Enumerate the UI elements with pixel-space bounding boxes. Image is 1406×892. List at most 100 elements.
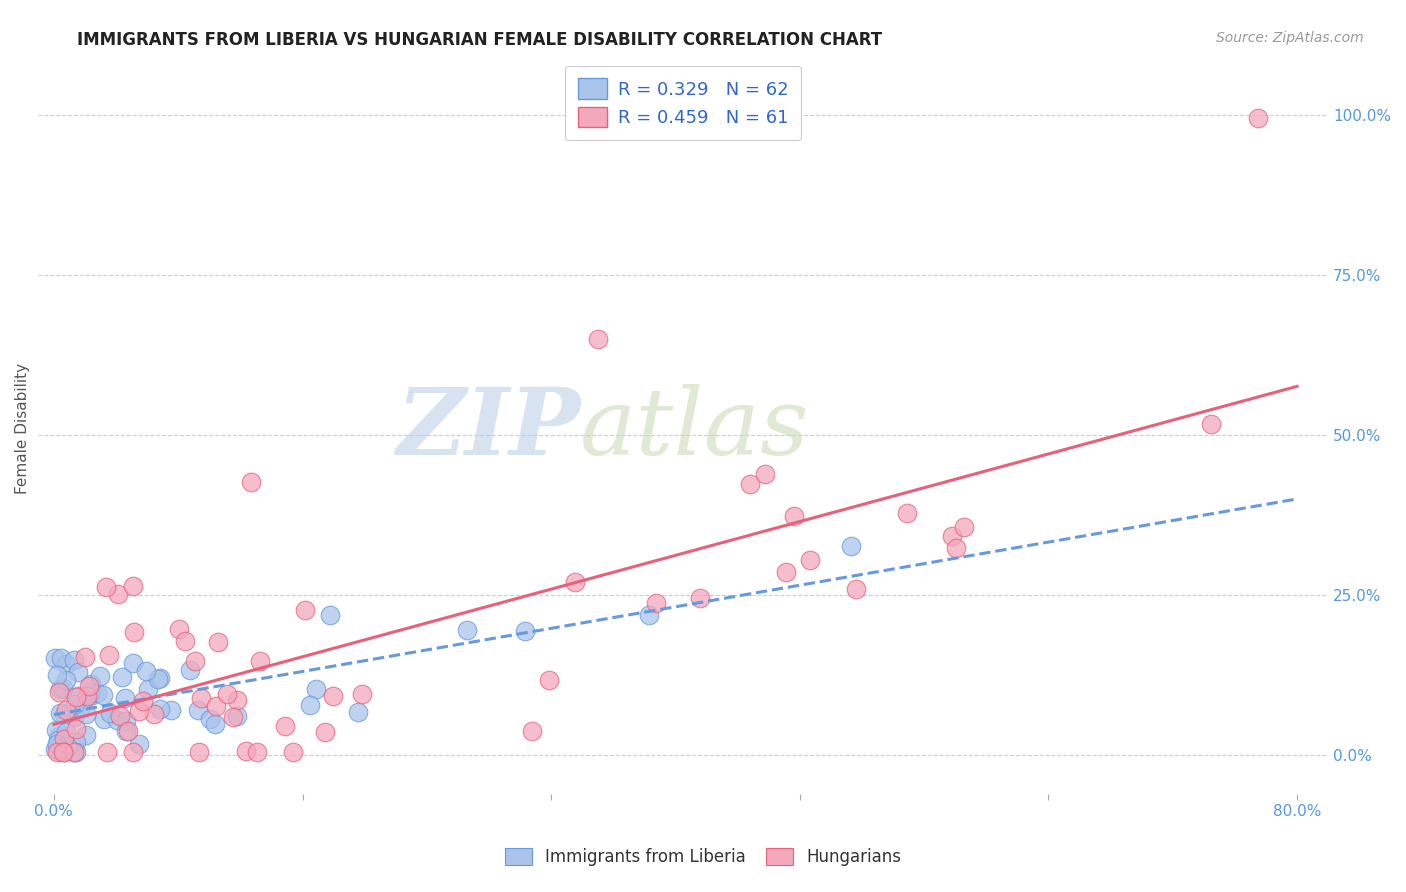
Point xyxy=(294,602,316,616)
Point xyxy=(86,686,108,700)
Point xyxy=(322,689,344,703)
Point xyxy=(79,679,101,693)
Point xyxy=(205,698,228,713)
Point xyxy=(128,704,150,718)
Point xyxy=(198,712,221,726)
Point xyxy=(132,694,155,708)
Point xyxy=(246,745,269,759)
Legend: Immigrants from Liberia, Hungarians: Immigrants from Liberia, Hungarians xyxy=(499,841,907,873)
Point xyxy=(46,733,69,747)
Point xyxy=(319,607,342,622)
Point xyxy=(122,745,145,759)
Point xyxy=(226,692,249,706)
Point xyxy=(273,719,295,733)
Point xyxy=(190,691,212,706)
Point xyxy=(226,709,249,723)
Point xyxy=(522,724,544,739)
Point xyxy=(48,685,70,699)
Point xyxy=(783,508,806,523)
Point xyxy=(952,520,974,534)
Point xyxy=(122,656,145,670)
Point xyxy=(75,650,97,665)
Point xyxy=(207,635,229,649)
Point xyxy=(117,723,139,738)
Point xyxy=(637,607,659,622)
Point xyxy=(63,709,86,723)
Point xyxy=(160,703,183,717)
Point xyxy=(55,724,77,739)
Point xyxy=(55,703,77,717)
Point xyxy=(44,650,66,665)
Point xyxy=(96,745,118,759)
Point xyxy=(75,728,97,742)
Point xyxy=(215,687,238,701)
Point xyxy=(53,745,76,759)
Point xyxy=(841,539,863,553)
Point xyxy=(689,591,711,605)
Point xyxy=(122,624,145,639)
Point xyxy=(299,698,322,712)
Point xyxy=(149,701,172,715)
Point xyxy=(146,673,169,687)
Point xyxy=(128,737,150,751)
Point xyxy=(58,740,80,755)
Point xyxy=(107,587,129,601)
Point xyxy=(149,671,172,685)
Point xyxy=(564,574,586,589)
Point xyxy=(98,648,121,662)
Point xyxy=(314,724,336,739)
Point xyxy=(45,737,67,751)
Point xyxy=(52,731,75,746)
Point xyxy=(115,714,138,728)
Point xyxy=(93,712,115,726)
Point xyxy=(456,624,478,638)
Point xyxy=(136,681,159,696)
Point xyxy=(799,553,821,567)
Point xyxy=(93,689,115,703)
Point xyxy=(105,714,128,728)
Text: Source: ZipAtlas.com: Source: ZipAtlas.com xyxy=(1216,31,1364,45)
Point xyxy=(204,717,226,731)
Point xyxy=(1247,112,1270,126)
Point xyxy=(98,706,121,720)
Point xyxy=(174,634,197,648)
Point xyxy=(94,580,117,594)
Point xyxy=(235,744,257,758)
Point xyxy=(222,710,245,724)
Point xyxy=(586,332,609,346)
Point xyxy=(55,657,77,671)
Point xyxy=(53,706,76,721)
Point xyxy=(51,651,73,665)
Point xyxy=(281,745,304,759)
Point xyxy=(114,691,136,706)
Point xyxy=(45,723,67,738)
Point xyxy=(48,744,70,758)
Text: IMMIGRANTS FROM LIBERIA VS HUNGARIAN FEMALE DISABILITY CORRELATION CHART: IMMIGRANTS FROM LIBERIA VS HUNGARIAN FEM… xyxy=(77,31,883,49)
Point xyxy=(135,664,157,678)
Point xyxy=(67,665,90,680)
Point xyxy=(115,723,138,738)
Point xyxy=(108,709,131,723)
Point xyxy=(754,467,776,482)
Legend: R = 0.329   N = 62, R = 0.459   N = 61: R = 0.329 N = 62, R = 0.459 N = 61 xyxy=(565,66,801,140)
Point xyxy=(44,741,66,756)
Point xyxy=(52,681,75,696)
Point xyxy=(350,687,373,701)
Point xyxy=(89,669,111,683)
Point xyxy=(52,745,75,759)
Point xyxy=(65,735,87,749)
Point xyxy=(188,745,211,759)
Point xyxy=(187,703,209,717)
Point xyxy=(249,654,271,668)
Text: atlas: atlas xyxy=(581,384,810,474)
Point xyxy=(76,689,98,703)
Point xyxy=(515,624,537,638)
Point xyxy=(122,579,145,593)
Y-axis label: Female Disability: Female Disability xyxy=(15,363,30,494)
Point xyxy=(347,705,370,719)
Point xyxy=(46,745,69,759)
Point xyxy=(66,690,89,704)
Point xyxy=(48,706,70,721)
Point xyxy=(75,706,97,721)
Point xyxy=(80,677,103,691)
